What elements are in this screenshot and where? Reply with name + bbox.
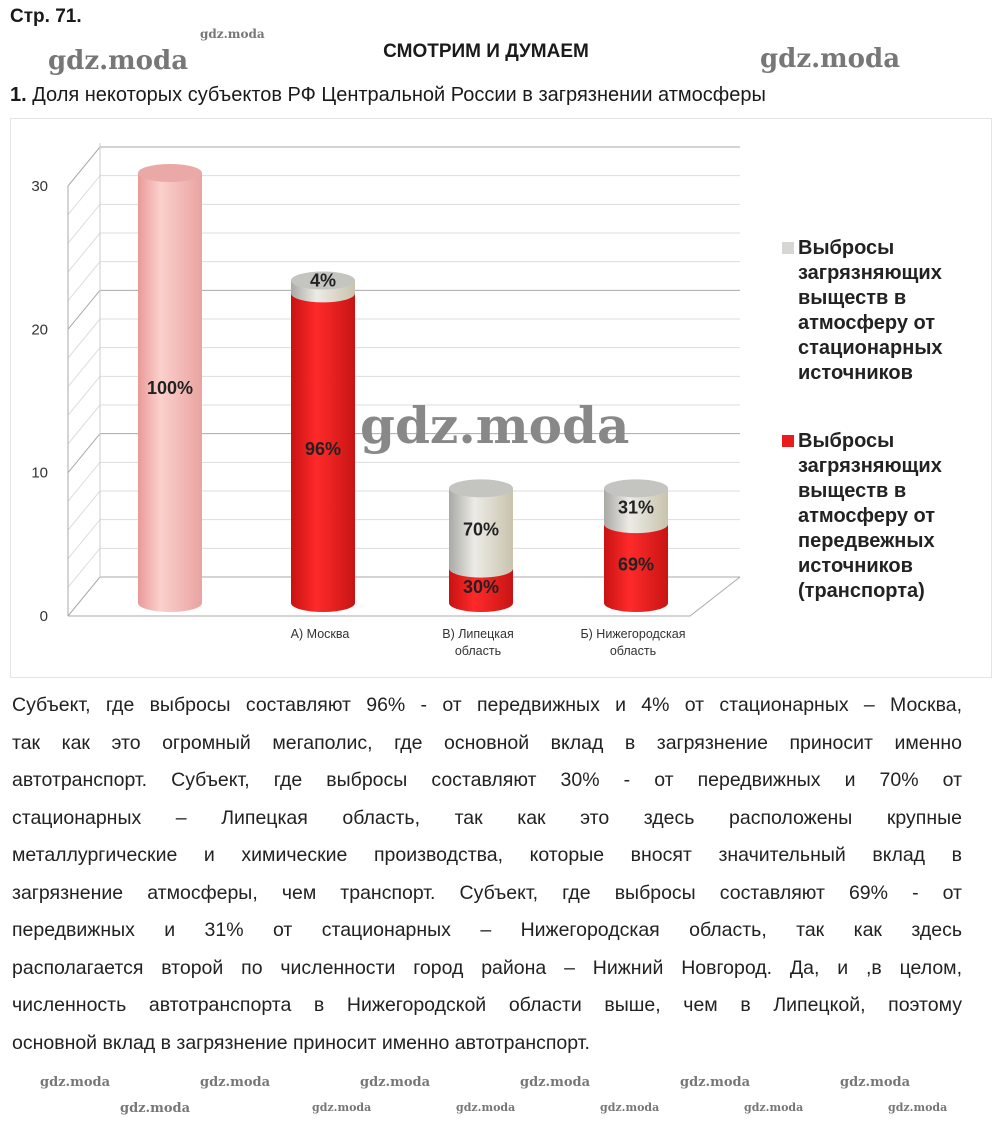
gridline-side [67,347,101,387]
y-tick-label: 30 [31,178,48,195]
legend-line: выществ в [798,287,907,309]
legend-swatch-transport [782,435,794,447]
task-title: 1. Доля некоторых субъектов РФ Центральн… [10,84,766,107]
answer-line: так как это огромный мегаполис, где осно… [12,731,962,754]
gridline-side [67,462,101,502]
legend-line: Выбросы [798,237,895,259]
x-tick-label: В) Липецкая [442,627,514,641]
watermark: gdz.moda [600,1101,660,1114]
answer-line: располагается второй по численности горо… [12,956,962,979]
gridline-side [67,404,101,445]
answer-line: численность автотранспорта в Нижегородск… [12,994,962,1016]
watermark: gdz.moda [840,1075,911,1090]
bar-segment [604,488,668,534]
gridline-side [67,290,101,330]
legend-line: (транспорта) [798,580,925,602]
x-tick-label: А) Москва [291,627,350,641]
watermark: gdz.moda [520,1075,591,1090]
chart: 0 10 20 30 100% 96% 4% А) Москва 30% 70% В) Липецк… [31,143,741,658]
watermark: gdz.moda [120,1101,191,1116]
data-label: 100% [147,378,193,398]
gridline-side [67,318,101,359]
gridline-side [67,376,101,416]
watermark: gdz.moda [360,1075,431,1090]
page-number: Стр. 71. [10,6,82,27]
gridline-side [67,519,101,559]
section-title: СМОТРИМ И ДУМАЕМ [383,41,589,62]
legend-line: атмосферу от [798,312,936,334]
task-text: Доля некоторых субъектов РФ Центральной … [32,84,766,106]
legend-item-stationary: Выбросы загрязняющих выществ в атмосферу от… [780,236,968,386]
watermark: gdz.moda [312,1101,372,1114]
data-label: 4% [310,271,336,291]
answer-line: загрязнение атмосферы, чем транспорт. Су… [12,881,962,904]
gridline-side [67,261,101,301]
data-label: 30% [463,577,499,597]
legend-line: выществ в [798,480,907,502]
answer-line: основной вклад в загрязнение приносит им… [12,1031,590,1054]
answer-line: Субъект, где выбросы составляют 96% - от… [12,694,962,716]
watermark: gdz.moda [744,1101,804,1114]
watermark: gdz.moda [48,46,189,76]
bar-segment-top [604,479,668,498]
watermark: gdz.moda [456,1101,516,1114]
answer-line: передвижных и 31% от стационарных – Ниже… [12,919,962,941]
x-tick-label: область [610,644,656,658]
answer-line: автотранспорт. Субъект, где выбросы сост… [12,769,962,791]
legend-line: Выбросы [798,430,895,452]
legend-line: источников [798,555,913,577]
gridline-side [67,146,101,187]
bar-segment [604,524,668,612]
data-label: 69% [618,555,654,575]
y-tick-label: 20 [31,321,48,338]
task-number: 1. [10,84,27,106]
data-label: 70% [463,519,499,539]
gridline-side [67,490,101,531]
floor-edge [68,576,741,617]
legend-line: атмосферу от [798,505,936,527]
gridline-side [67,576,101,617]
bar-segment [449,488,513,578]
chart-frame [10,118,992,678]
bar-total-top [138,164,202,182]
bar-total [138,173,202,612]
watermark: gdz.moda [888,1101,948,1114]
legend-swatch-stationary [782,242,794,254]
bar-segment-top [291,271,355,290]
legend-line: загрязняющих [798,455,942,477]
legend-line: загрязняющих [798,262,942,284]
watermark: gdz.moda [680,1075,751,1090]
data-label: 96% [305,439,341,459]
gridline-side [67,548,101,588]
watermark: gdz.moda [200,27,265,41]
data-label: 31% [618,497,654,517]
gridline-side [67,433,101,473]
bar-segment-top [449,479,513,498]
x-tick-label: Б) Нижегородская [580,627,685,641]
legend-line: источников [798,362,913,384]
legend-line: стационарных [798,337,943,359]
gridline-side [67,232,101,273]
watermark: gdz.moda [360,396,630,455]
watermark: gdz.moda [40,1075,111,1090]
watermark: gdz.moda [760,44,901,74]
gridline-side [67,204,101,244]
bar-segment [291,293,355,612]
y-tick-label: 10 [31,465,48,482]
answer-text: Субъект, где выбросы составляют 96% - от… [12,689,962,1064]
x-tick-label: область [455,644,501,658]
legend-item-transport: Выбросы загрязняющих выществ в атмосферу от… [780,429,968,604]
watermark: gdz.moda [200,1075,271,1090]
bar-segment [449,568,513,612]
answer-line: стационарных – Липецкая область, так как… [12,806,962,829]
gridline-side [67,175,101,215]
y-tick-label: 0 [40,608,48,625]
legend-line: передвежных [798,530,935,552]
answer-line: металлургические и химические производст… [12,844,962,866]
